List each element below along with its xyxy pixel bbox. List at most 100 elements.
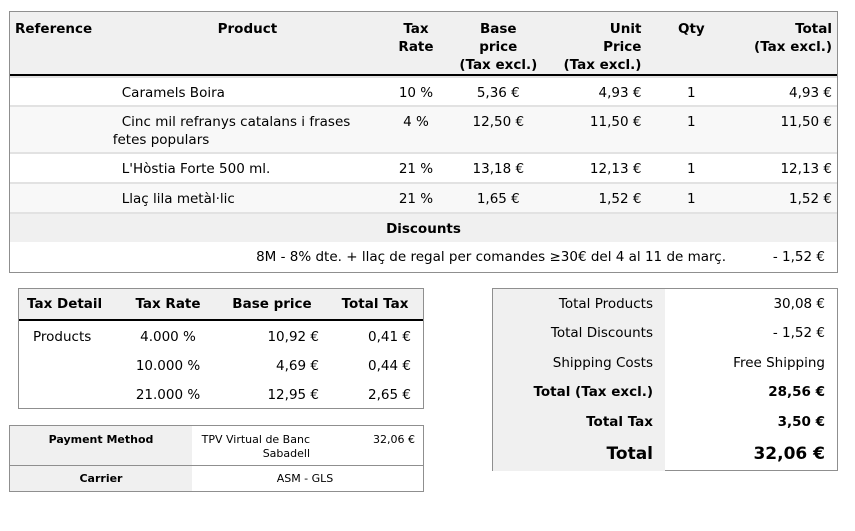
carrier-row: Carrier ASM - GLS <box>10 466 423 491</box>
product-name: L'Hòstia Forte 500 ml. <box>113 154 382 182</box>
payment-method-name-line1: TPV Virtual de Banc <box>201 433 310 446</box>
product-name: Llaç lila metàl·lic <box>113 184 382 212</box>
col-tax-rate-line1: Tax <box>403 21 429 37</box>
tax-detail-header: Tax Detail Tax Rate Base price Total Tax <box>19 289 423 321</box>
total-tax-excl-value: 28,56 € <box>768 384 825 401</box>
product-qty: 1 <box>687 191 696 207</box>
discount-value: - 1,52 € <box>772 249 825 265</box>
col-tax-rate-line2: Rate <box>398 39 434 55</box>
col-total-line1: Total <box>795 21 832 37</box>
product-base-price: 5,36 € <box>476 85 520 101</box>
col-total: Total (Tax excl.) <box>736 12 837 74</box>
product-name-text: Cinc mil refranys catalans i frases fete… <box>112 114 351 148</box>
product-tax: 21 % <box>398 161 434 177</box>
carrier-label: Carrier <box>10 466 192 491</box>
tax-detail-row: Products 4.000 % 10,92 € 0,41 € <box>19 322 423 351</box>
tax-detail-col-rate: Tax Rate <box>135 296 201 312</box>
col-reference: Reference <box>15 21 93 37</box>
total-products-value: 30,08 € <box>773 295 825 312</box>
col-unit-line1: Unit <box>609 21 642 37</box>
total-tax-label: Total Tax <box>493 407 665 437</box>
product-name-text: L'Hòstia Forte 500 ml. <box>121 161 271 177</box>
product-base-price: 1,65 € <box>476 191 520 207</box>
tax-detail-label: Products <box>33 328 92 345</box>
tax-detail-tax: 0,41 € <box>368 328 411 345</box>
product-reference <box>10 107 113 152</box>
product-reference <box>10 184 113 212</box>
product-total: 1,52 € <box>789 191 832 207</box>
product-base-price: 12,50 € <box>472 114 525 130</box>
discount-name: 8M - 8% dte. + llaç de regal per comande… <box>256 249 726 265</box>
col-base-line2: price <box>479 39 518 55</box>
tax-detail-base: 4,69 € <box>276 357 319 374</box>
col-unit-price: Unit Price (Tax excl.) <box>547 12 647 74</box>
payment-carrier-table: Payment Method TPV Virtual de Banc Sabad… <box>9 425 424 492</box>
product-reference <box>10 154 113 182</box>
tax-detail-body: Products 4.000 % 10,92 € 0,41 € 10.000 %… <box>19 321 423 409</box>
product-row: Caramels Boira 10 % 5,36 € 4,93 € 1 4,93… <box>10 76 837 105</box>
product-qty: 1 <box>687 85 696 101</box>
total-discounts-value: - 1,52 € <box>772 325 825 342</box>
totals-table: Total Products 30,08 € Total Discounts -… <box>492 288 838 471</box>
products-header-row: Reference Product Tax Rate Base price (T… <box>10 12 837 76</box>
product-tax: 21 % <box>398 191 434 207</box>
col-total-line2: (Tax excl.) <box>754 39 832 55</box>
payment-method-name: TPV Virtual de Banc Sabadell <box>192 426 310 465</box>
carrier-value: ASM - GLS <box>276 472 334 485</box>
total-tax-row: Total Tax 3,50 € <box>493 407 837 437</box>
product-tax: 4 % <box>403 114 429 130</box>
tax-detail-col-base: Base price <box>232 296 312 312</box>
product-total: 4,93 € <box>789 85 832 101</box>
tax-detail-base: 10,92 € <box>267 328 319 345</box>
product-name: Cinc mil refranys catalans i frases fete… <box>113 107 382 152</box>
product-name-text: Caramels Boira <box>121 85 225 101</box>
total-tax-excl-label: Total (Tax excl.) <box>493 377 665 407</box>
discounts-heading: Discounts <box>10 212 837 242</box>
total-products-label: Total Products <box>493 289 665 319</box>
payment-method-name-line2: Sabadell <box>262 447 310 460</box>
col-qty: Qty <box>677 21 705 37</box>
product-unit-price: 1,52 € <box>598 191 642 207</box>
discount-row: 8M - 8% dte. + llaç de regal per comande… <box>10 242 837 272</box>
tax-detail-row: 21.000 % 12,95 € 2,65 € <box>19 380 423 409</box>
product-reference <box>10 78 113 105</box>
product-row: L'Hòstia Forte 500 ml. 21 % 13,18 € 12,1… <box>10 152 837 182</box>
shipping-costs-value: Free Shipping <box>733 354 825 371</box>
grand-total-label: Total <box>493 436 665 471</box>
tax-detail-row: 10.000 % 4,69 € 0,44 € <box>19 351 423 380</box>
product-tax: 10 % <box>398 85 434 101</box>
total-discounts-label: Total Discounts <box>493 318 665 348</box>
grand-total-value: 32,06 € <box>753 443 825 464</box>
shipping-costs-label: Shipping Costs <box>493 348 665 378</box>
payment-method-amount: 32,06 € <box>373 433 415 446</box>
product-unit-price: 11,50 € <box>589 114 642 130</box>
total-products-row: Total Products 30,08 € <box>493 289 837 319</box>
product-total: 12,13 € <box>780 161 832 177</box>
total-tax-value: 3,50 € <box>777 413 825 430</box>
tax-detail-base: 12,95 € <box>267 386 319 403</box>
product-qty: 1 <box>687 161 696 177</box>
col-base-line3: (Tax excl.) <box>459 57 538 73</box>
payment-method-label: Payment Method <box>10 426 192 465</box>
tax-detail-table: Tax Detail Tax Rate Base price Total Tax… <box>18 288 424 409</box>
tax-detail-col-total: Total Tax <box>341 296 409 312</box>
tax-detail-rate: 21.000 % <box>135 386 201 403</box>
products-table: Reference Product Tax Rate Base price (T… <box>9 11 838 273</box>
tax-detail-col-label: Tax Detail <box>27 296 103 312</box>
tax-detail-tax: 2,65 € <box>368 386 411 403</box>
product-base-price: 13,18 € <box>472 161 525 177</box>
tax-detail-tax: 0,44 € <box>368 357 411 374</box>
product-name: Caramels Boira <box>113 78 382 105</box>
col-unit-line3: (Tax excl.) <box>563 57 642 73</box>
grand-total-row: Total 32,06 € <box>493 436 837 471</box>
product-name-text: Llaç lila metàl·lic <box>121 191 235 207</box>
tax-detail-rate: 10.000 % <box>135 357 201 374</box>
shipping-costs-row: Shipping Costs Free Shipping <box>493 348 837 378</box>
product-row: Cinc mil refranys catalans i frases fete… <box>10 105 837 152</box>
payment-method-row: Payment Method TPV Virtual de Banc Sabad… <box>10 426 423 466</box>
product-total: 11,50 € <box>780 114 832 130</box>
col-unit-line2: Price <box>603 39 642 55</box>
product-unit-price: 4,93 € <box>598 85 642 101</box>
col-base-price: Base price (Tax excl.) <box>450 12 547 74</box>
total-tax-excl-row: Total (Tax excl.) 28,56 € <box>493 377 837 407</box>
